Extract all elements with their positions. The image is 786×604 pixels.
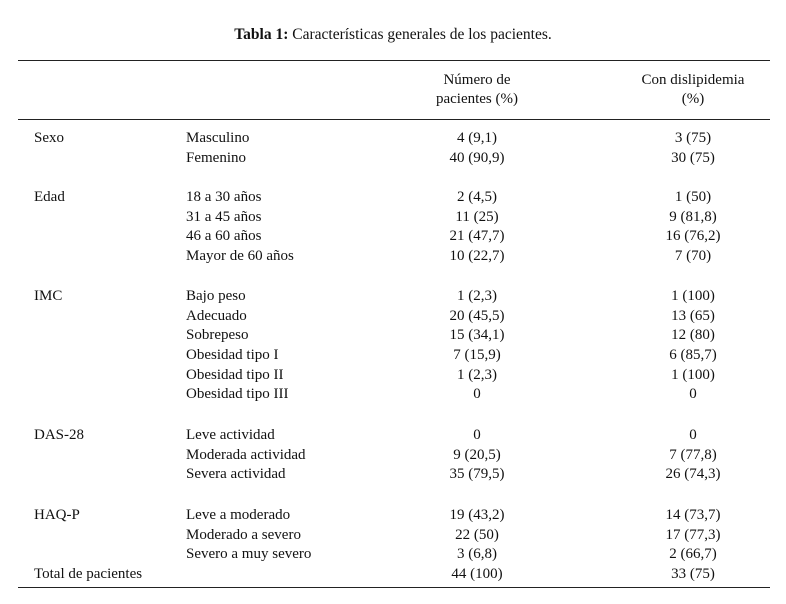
dyslipidemia-value: 26 (74,3): [665, 466, 721, 483]
header-numero-line1: Número de: [443, 72, 511, 88]
table-row: Obesidad tipo I 7 (15,9) 6 (85,7): [0, 346, 786, 366]
dyslipidemia-value: 1 (100): [671, 366, 715, 383]
subcategory-label: Adecuado: [186, 307, 247, 324]
dyslipidemia-value: 1 (100): [671, 288, 715, 304]
dyslipidemia-value: 7 (70): [674, 248, 712, 265]
table-row: Obesidad tipo III 0 0: [0, 385, 786, 405]
patients-value: 4 (9,1): [457, 130, 497, 146]
patients-value: 3 (6,8): [457, 546, 497, 563]
patients-value: 22 (50): [455, 526, 499, 543]
table-row: Adecuado 20 (45,5) 13 (65): [0, 307, 786, 327]
patients-value: 0: [473, 427, 481, 443]
table-row: Moderado a severo 22 (50) 17 (77,3): [0, 526, 786, 546]
table-caption-label: Tabla 1:: [234, 26, 289, 43]
table-row: Edad 18 a 30 años 2 (4,5) 1 (50): [0, 188, 786, 208]
table-row: HAQ-P Leve a moderado 19 (43,2) 14 (73,7…: [0, 506, 786, 526]
table-row: Moderada actividad 9 (20,5) 7 (77,8): [0, 446, 786, 466]
dyslipidemia-value: 14 (73,7): [665, 507, 721, 523]
bottom-rule: [18, 587, 770, 588]
category-label: IMC: [34, 288, 63, 304]
category-label: HAQ-P: [34, 507, 80, 523]
total-label: Total de pacientes: [34, 566, 143, 583]
dyslipidemia-value: 30 (75): [671, 149, 715, 166]
table-row: Femenino 40 (90,9) 30 (75): [0, 149, 786, 169]
header-numero-pacientes: Número de pacientes (%): [390, 71, 564, 109]
subcategory-label: Moderado a severo: [186, 526, 301, 543]
patients-value: 40 (90,9): [449, 149, 505, 166]
table-row: Severo a muy severo 3 (6,8) 2 (66,7): [0, 545, 786, 565]
patients-value: 10 (22,7): [449, 248, 505, 265]
dyslipidemia-value: 17 (77,3): [665, 526, 721, 543]
table-row: DAS-28 Leve actividad 0 0: [0, 426, 786, 446]
total-row: Total de pacientes 44 (100) 33 (75): [0, 565, 786, 585]
patients-value: 19 (43,2): [449, 507, 505, 523]
category-label: Sexo: [34, 130, 64, 146]
patients-value: 0: [473, 386, 481, 403]
top-rule: [18, 60, 770, 61]
patients-value: 7 (15,9): [453, 347, 501, 364]
subcategory-label: Severa actividad: [186, 466, 286, 483]
dyslipidemia-value: 0: [689, 427, 697, 443]
patients-value: 1 (2,3): [457, 288, 497, 304]
group-edad: Edad 18 a 30 años 2 (4,5) 1 (50) 31 a 45…: [0, 188, 786, 267]
group-imc: IMC Bajo peso 1 (2,3) 1 (100) Adecuado 2…: [0, 287, 786, 405]
table-row: Obesidad tipo II 1 (2,3) 1 (100): [0, 366, 786, 386]
group-haqp: HAQ-P Leve a moderado 19 (43,2) 14 (73,7…: [0, 506, 786, 585]
header-numero-line2: pacientes (%): [435, 91, 519, 107]
patients-value: 15 (34,1): [449, 327, 505, 344]
subcategory-label: Leve a moderado: [186, 507, 291, 523]
dyslipidemia-value: 16 (76,2): [665, 228, 721, 245]
dyslipidemia-value: 13 (65): [671, 307, 715, 324]
total-dyslipidemia-value: 33 (75): [671, 566, 715, 583]
header-dislipidemia-line1: Con dislipidemia: [641, 72, 745, 88]
subcategory-label: Mayor de 60 años: [186, 248, 294, 265]
subcategory-label: 31 a 45 años: [186, 208, 262, 225]
group-das28: DAS-28 Leve actividad 0 0 Moderada activ…: [0, 426, 786, 485]
dyslipidemia-value: 3 (75): [674, 130, 712, 146]
subcategory-label: Sobrepeso: [186, 327, 249, 344]
table-row: 46 a 60 años 21 (47,7) 16 (76,2): [0, 227, 786, 247]
subcategory-label: Obesidad tipo I: [186, 347, 279, 364]
dyslipidemia-value: 9 (81,8): [669, 208, 717, 225]
subcategory-label: Obesidad tipo II: [186, 366, 284, 383]
dyslipidemia-value: 1 (50): [674, 189, 712, 205]
subcategory-label: Obesidad tipo III: [186, 386, 289, 403]
table-row: 31 a 45 años 11 (25) 9 (81,8): [0, 208, 786, 228]
patients-value: 11 (25): [455, 208, 499, 225]
patients-value: 21 (47,7): [449, 228, 505, 245]
dyslipidemia-value: 6 (85,7): [669, 347, 717, 364]
dyslipidemia-value: 0: [689, 386, 697, 403]
category-label: DAS-28: [34, 427, 85, 443]
header-con-dislipidemia: Con dislipidemia (%): [606, 71, 780, 109]
patients-value: 1 (2,3): [457, 366, 497, 383]
patients-value: 20 (45,5): [449, 307, 505, 324]
dyslipidemia-value: 12 (80): [671, 327, 715, 344]
table-caption-text: Características generales de los pacient…: [288, 26, 552, 43]
table-row: IMC Bajo peso 1 (2,3) 1 (100): [0, 287, 786, 307]
group-sexo: Sexo Masculino 4 (9,1) 3 (75) Femenino 4…: [0, 129, 786, 168]
table-caption: Tabla 1: Características generales de lo…: [0, 26, 786, 44]
total-patients-value: 44 (100): [451, 566, 503, 583]
subcategory-label: 46 a 60 años: [186, 228, 262, 245]
subcategory-label: Leve actividad: [186, 427, 275, 443]
subcategory-label: Masculino: [186, 130, 250, 146]
subcategory-label: Femenino: [186, 149, 246, 166]
dyslipidemia-value: 2 (66,7): [669, 546, 717, 563]
table-row: Mayor de 60 años 10 (22,7) 7 (70): [0, 247, 786, 267]
subcategory-label: 18 a 30 años: [186, 189, 262, 205]
subcategory-label: Bajo peso: [186, 288, 246, 304]
category-label: Edad: [34, 189, 65, 205]
table-row: Severa actividad 35 (79,5) 26 (74,3): [0, 465, 786, 485]
header-rule: [18, 119, 770, 120]
patients-value: 2 (4,5): [457, 189, 497, 205]
table-row: Sobrepeso 15 (34,1) 12 (80): [0, 326, 786, 346]
table-row: Sexo Masculino 4 (9,1) 3 (75): [0, 129, 786, 149]
dyslipidemia-value: 7 (77,8): [669, 446, 717, 463]
subcategory-label: Moderada actividad: [186, 446, 306, 463]
patients-value: 9 (20,5): [453, 446, 501, 463]
header-dislipidemia-line2: (%): [681, 91, 705, 107]
patients-value: 35 (79,5): [449, 466, 505, 483]
subcategory-label: Severo a muy severo: [186, 546, 312, 563]
